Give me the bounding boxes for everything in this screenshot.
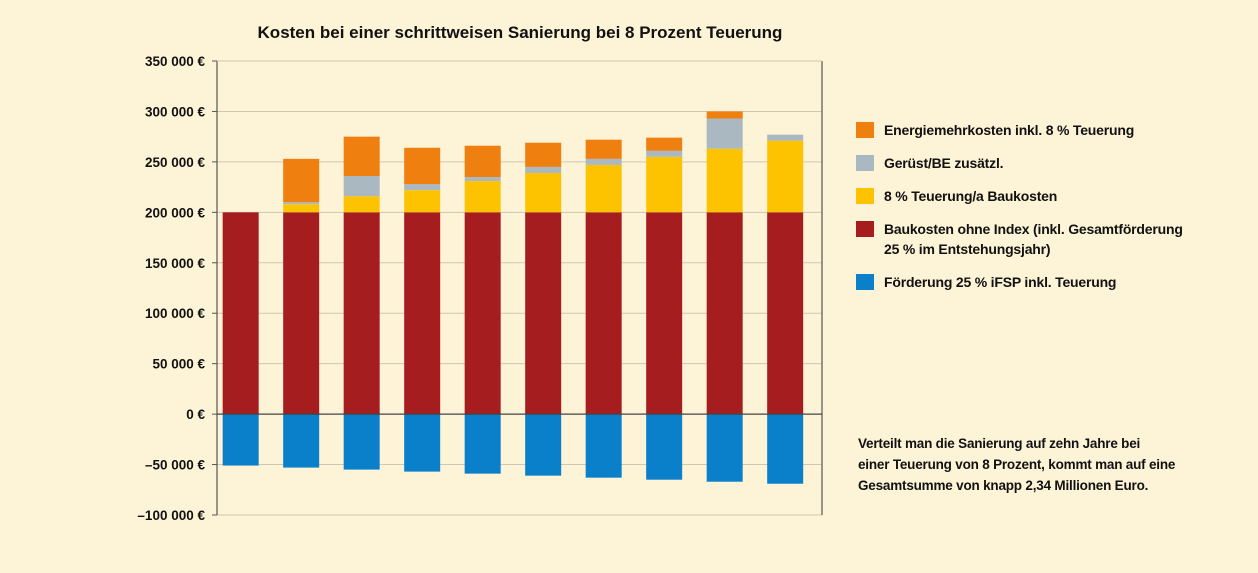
- bar-segment: [343, 136, 380, 177]
- bar-segment: [464, 177, 501, 182]
- bar-segment: [283, 212, 320, 415]
- legend-item: Förderung 25 % iFSP inkl. Teuerung: [856, 272, 1201, 292]
- summary-note-line: Verteilt man die Sanierung auf zehn Jahr…: [858, 436, 1141, 451]
- bar-segment: [464, 181, 501, 213]
- y-tick-label: 150 000 €: [145, 256, 206, 271]
- bar-segment: [585, 158, 622, 165]
- y-tick-label: 350 000 €: [145, 54, 206, 69]
- bar-segment: [646, 156, 683, 213]
- legend-label-line: Energiemehrkosten inkl. 8 % Teuerung: [884, 122, 1135, 138]
- bar-segment: [646, 137, 683, 151]
- legend-swatch: [856, 274, 874, 290]
- bar-segment: [706, 118, 743, 149]
- bar-segment: [283, 414, 320, 468]
- legend-swatch: [856, 155, 874, 171]
- bar-segment: [404, 190, 441, 213]
- bar-segment: [525, 166, 562, 173]
- bar-segment: [585, 212, 622, 415]
- bar-segment: [767, 212, 804, 415]
- y-tick-label: –100 000 €: [137, 508, 205, 523]
- bar-segment: [646, 414, 683, 480]
- legend-item: 8 % Teuerung/a Baukosten: [856, 186, 1201, 206]
- y-tick-label: 100 000 €: [145, 306, 206, 321]
- bar-segment: [525, 172, 562, 213]
- bar-segment: [464, 145, 501, 178]
- bar-segment: [343, 414, 380, 470]
- legend-label: Energiemehrkosten inkl. 8 % Teuerung: [884, 120, 1134, 140]
- bar-segment: [706, 148, 743, 213]
- bar-segment: [646, 212, 683, 415]
- bar-segment: [343, 196, 380, 213]
- legend: Energiemehrkosten inkl. 8 % Teuerung Gerü…: [856, 120, 1201, 305]
- legend-label: 8 % Teuerung/a Baukosten: [884, 186, 1057, 206]
- bar-segment: [585, 414, 622, 478]
- bar-segment: [767, 140, 804, 213]
- bar-segment: [525, 414, 562, 476]
- summary-note: Verteilt man die Sanierung auf zehn Jahr…: [858, 433, 1203, 496]
- legend-item: Baukosten ohne Index (inkl. Gesamtförder…: [856, 219, 1201, 259]
- bar-segment: [404, 414, 441, 472]
- summary-note-line: Gesamtsumme von knapp 2,34 Millionen Eur…: [858, 478, 1149, 493]
- bar-segment: [706, 111, 743, 119]
- y-tick-label: 300 000 €: [145, 104, 206, 119]
- bar-segment: [283, 158, 320, 203]
- y-tick-label: 0 €: [186, 407, 205, 422]
- bar-segment: [222, 414, 259, 466]
- bar-segment: [767, 134, 804, 141]
- legend-label: Gerüst/BE zusätzl.: [884, 153, 1004, 173]
- bar-segment: [525, 142, 562, 167]
- legend-swatch: [856, 122, 874, 138]
- bar-segment: [706, 212, 743, 415]
- y-tick-label: 50 000 €: [152, 357, 205, 372]
- bar-segment: [585, 164, 622, 213]
- bar-segment: [585, 139, 622, 159]
- bar-segment: [222, 212, 259, 415]
- bar-segment: [767, 414, 804, 484]
- legend-label-line: Baukosten ohne Index (inkl. Gesamtförder…: [884, 221, 1183, 237]
- y-tick-label: –50 000 €: [145, 458, 206, 473]
- legend-label: Baukosten ohne Index (inkl. Gesamtförder…: [884, 219, 1183, 259]
- bar-segment: [343, 176, 380, 197]
- bar-segment: [525, 212, 562, 415]
- bar-segment: [646, 150, 683, 157]
- y-tick-label: 250 000 €: [145, 155, 206, 170]
- bar-segment: [283, 202, 320, 205]
- bar-segment: [343, 212, 380, 415]
- legend-label: Förderung 25 % iFSP inkl. Teuerung: [884, 272, 1116, 292]
- legend-label-line: 25 % im Entstehungsjahr): [884, 241, 1051, 257]
- bar-segment: [404, 184, 441, 191]
- bar-segment: [464, 212, 501, 415]
- bar-segment: [706, 414, 743, 482]
- bar-segment: [283, 204, 320, 213]
- legend-label-line: Gerüst/BE zusätzl.: [884, 155, 1004, 171]
- chart-title: Kosten bei einer schrittweisen Sanierung…: [258, 23, 783, 42]
- bar-segment: [464, 414, 501, 474]
- legend-swatch: [856, 188, 874, 204]
- bar-segment: [404, 147, 441, 185]
- legend-label-line: Förderung 25 % iFSP inkl. Teuerung: [884, 274, 1117, 290]
- legend-item: Energiemehrkosten inkl. 8 % Teuerung: [856, 120, 1201, 140]
- bar-segment: [404, 212, 441, 415]
- summary-note-line: einer Teuerung von 8 Prozent, kommt man …: [858, 457, 1176, 472]
- legend-item: Gerüst/BE zusätzl.: [856, 153, 1201, 173]
- legend-label-line: 8 % Teuerung/a Baukosten: [884, 188, 1058, 204]
- y-tick-label: 200 000 €: [145, 205, 206, 220]
- legend-swatch: [856, 221, 874, 237]
